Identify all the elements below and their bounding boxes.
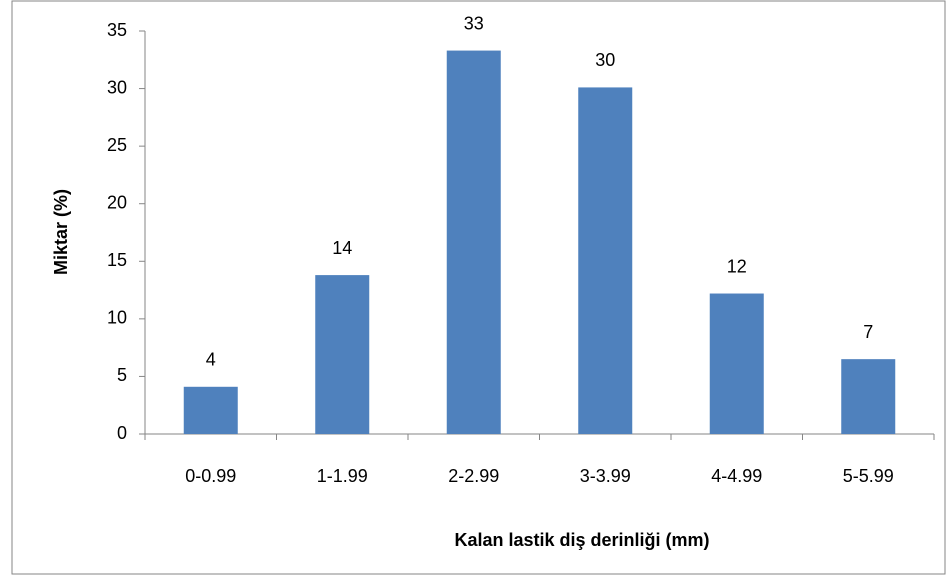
x-tick-label: 0-0.99 [185, 466, 236, 486]
bar [446, 50, 501, 435]
bar [578, 87, 633, 435]
y-tick-label: 30 [107, 77, 127, 97]
data-label: 14 [332, 238, 352, 258]
x-axis-label: Kalan lastik diş derinliği (mm) [454, 530, 709, 550]
x-tick-label: 2-2.99 [448, 466, 499, 486]
bar [709, 293, 764, 434]
data-label: 7 [863, 322, 873, 342]
data-label: 33 [464, 13, 484, 33]
y-axis-label: Miktar (%) [51, 189, 71, 275]
x-tick-label: 3-3.99 [580, 466, 631, 486]
y-tick-label: 35 [107, 20, 127, 40]
y-tick-label: 5 [117, 365, 127, 385]
y-tick-label: 0 [117, 423, 127, 443]
data-label: 4 [206, 350, 216, 370]
y-tick-label: 25 [107, 135, 127, 155]
x-tick-label: 1-1.99 [317, 466, 368, 486]
y-tick-label: 20 [107, 192, 127, 212]
x-tick-label: 4-4.99 [711, 466, 762, 486]
bar [183, 386, 238, 434]
y-tick-label: 15 [107, 250, 127, 270]
x-tick-label: 5-5.99 [843, 466, 894, 486]
bar [315, 275, 370, 434]
data-label: 30 [595, 50, 615, 70]
y-tick-label: 10 [107, 308, 127, 328]
data-label: 12 [727, 256, 747, 276]
bar [841, 359, 896, 434]
